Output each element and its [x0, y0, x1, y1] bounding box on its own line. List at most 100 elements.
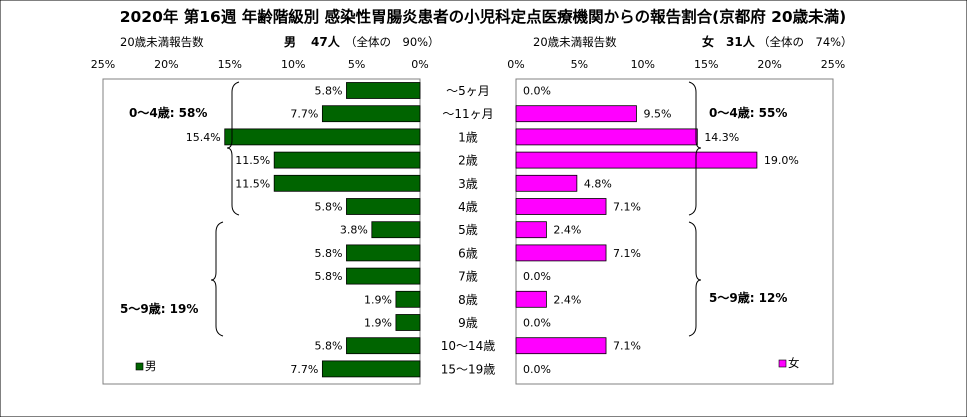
category-label: 7歳 — [458, 270, 478, 284]
female-data-label: 0.0% — [523, 270, 551, 283]
female-bar — [515, 337, 607, 355]
female-data-label: 0.0% — [523, 363, 551, 376]
male-legend-label: 男 — [145, 359, 157, 373]
female-data-label: 4.8% — [584, 177, 612, 190]
male-data-label: 7.7% — [290, 363, 318, 376]
male-bracket-0-4-label: 0～4歳: 58% — [129, 105, 207, 120]
male-legend-swatch — [135, 362, 144, 371]
male-data-label: 7.7% — [290, 108, 318, 121]
male-data-label: 11.5% — [235, 177, 270, 190]
female-data-label: 0.0% — [523, 317, 551, 330]
female-bracket-0-4-label: 0～4歳: 55% — [709, 105, 787, 120]
female-bar — [515, 128, 698, 146]
male-data-label: 5.8% — [315, 247, 343, 260]
female-data-label: 9.5% — [643, 108, 671, 121]
male-bar — [346, 337, 421, 355]
male-x-tick: 10% — [281, 58, 305, 71]
male-header-count: 47人 — [311, 34, 341, 49]
male-bar — [346, 267, 421, 285]
male-data-label: 5.8% — [315, 270, 343, 283]
female-legend-swatch — [778, 359, 787, 368]
female-x-tick: 25% — [821, 58, 845, 71]
female-data-label: 2.4% — [553, 293, 581, 306]
female-header-share: （全体の 74%） — [758, 35, 853, 49]
category-label: 15～19歳 — [441, 362, 496, 376]
male-bar — [273, 151, 421, 169]
male-bar — [346, 244, 421, 262]
female-data-label: 7.1% — [613, 201, 641, 214]
age-brackets — [210, 81, 702, 337]
male-data-label: 5.8% — [315, 201, 343, 214]
male-header-label: 20歳未満報告数 — [120, 35, 204, 49]
female-x-tick: 0% — [507, 58, 524, 71]
category-label: 2歳 — [458, 154, 478, 168]
female-header-sex: 女 — [702, 34, 714, 49]
female-bar — [515, 105, 637, 123]
category-label: 8歳 — [458, 293, 478, 307]
male-bar — [321, 105, 421, 123]
male-x-tick: 5% — [348, 58, 365, 71]
female-data-label: 2.4% — [553, 224, 581, 237]
category-label: 6歳 — [458, 246, 478, 260]
female-data-label: 0.0% — [523, 85, 551, 98]
male-bar — [273, 174, 421, 192]
axes-layer: 0% 0% 5% 5% 10% 10% 15% 15% 20% 20% 25% 25% — [91, 58, 845, 71]
female-data-label: 19.0% — [764, 154, 799, 167]
female-x-tick: 5% — [571, 58, 588, 71]
female-header-label: 20歳未満報告数 — [533, 35, 617, 49]
male-data-label: 1.9% — [364, 293, 392, 306]
male-data-label: 3.8% — [340, 224, 368, 237]
female-header-count: 31人 — [726, 34, 756, 49]
male-bar — [395, 314, 421, 331]
female-legend-label: 女 — [788, 356, 800, 370]
male-data-label: 15.4% — [186, 131, 221, 144]
chart-title: 2020年 第16週 年齢階級別 感染性胃腸炎患者の小児科定点医療機関からの報告… — [120, 7, 847, 26]
male-x-tick: 15% — [218, 58, 242, 71]
female-data-label: 14.3% — [704, 131, 739, 144]
female-bar — [515, 290, 547, 308]
male-header-share: （全体の 90%） — [345, 35, 440, 49]
male-bracket-5-9-label: 5～9歳: 19% — [120, 301, 198, 316]
male-bar — [395, 290, 421, 308]
category-label: ～5ヶ月 — [446, 84, 490, 98]
female-bar — [515, 151, 758, 169]
male-x-tick: 0% — [411, 58, 428, 71]
male-bar — [346, 82, 421, 99]
male-x-tick: 25% — [91, 58, 115, 71]
male-data-label: 5.8% — [315, 85, 343, 98]
category-label: 10～14歳 — [441, 339, 496, 353]
male-bracket-0-4 — [226, 81, 240, 216]
category-label: ～11ヶ月 — [442, 107, 493, 121]
male-bar — [321, 360, 421, 378]
male-bracket-5-9 — [210, 221, 224, 337]
female-x-tick: 20% — [757, 58, 781, 71]
male-data-label: 1.9% — [364, 317, 392, 330]
female-data-label: 7.1% — [613, 247, 641, 260]
female-bar — [515, 198, 607, 215]
male-bar — [371, 221, 421, 239]
male-data-label: 11.5% — [235, 154, 270, 167]
bars-layer: 5.8% 0.0% 7.7% 9.5% 15.4% 14.3% 11.5% 19.0% 11.5… — [186, 82, 799, 378]
female-bar — [515, 244, 607, 262]
male-header-sex: 男 — [284, 35, 296, 49]
female-bracket-0-4 — [688, 81, 702, 216]
female-bracket-5-9 — [688, 221, 702, 337]
male-x-tick: 20% — [154, 58, 178, 71]
female-bracket-5-9-label: 5～9歳: 12% — [709, 290, 787, 305]
female-x-tick: 15% — [694, 58, 718, 71]
category-label: 3歳 — [458, 177, 478, 191]
female-bar — [515, 174, 578, 192]
category-labels: ～5ヶ月 ～11ヶ月 1歳 2歳 3歳 4歳 5歳 6歳 7歳 8歳 9歳 10～14歳 15～19歳 — [441, 84, 496, 376]
male-bar — [346, 198, 421, 215]
female-x-tick: 10% — [631, 58, 655, 71]
female-data-label: 7.1% — [613, 340, 641, 353]
category-label: 9歳 — [458, 316, 478, 330]
male-data-label: 5.8% — [315, 340, 343, 353]
category-label: 5歳 — [458, 223, 478, 237]
category-label: 1歳 — [458, 130, 478, 144]
female-bar — [515, 221, 547, 239]
category-label: 4歳 — [458, 200, 478, 214]
male-bar — [224, 128, 421, 146]
